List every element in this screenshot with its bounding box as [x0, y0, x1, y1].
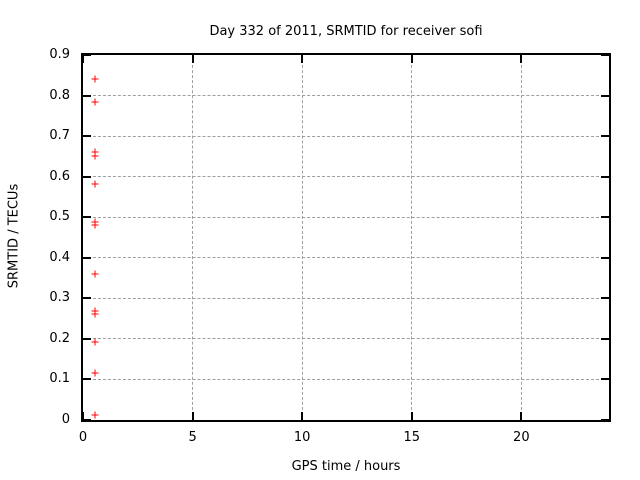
data-point-marker [91, 221, 99, 229]
y-tick-label: 0.4 [49, 249, 70, 265]
y-tick [83, 94, 91, 97]
data-point-marker [91, 338, 99, 346]
data-point-marker [91, 310, 99, 318]
h-gridline [83, 257, 609, 259]
y-tick-label: 0.5 [49, 209, 70, 225]
x-tick [520, 55, 523, 63]
data-point-marker [91, 98, 99, 106]
y-tick [601, 337, 609, 340]
h-gridline [83, 378, 609, 380]
y-tick [83, 135, 91, 138]
v-gridline [411, 55, 413, 420]
data-point-marker [91, 411, 99, 419]
y-tick [601, 135, 609, 138]
y-tick [601, 378, 609, 381]
y-tick-label: 0.3 [49, 290, 70, 306]
x-tick [410, 412, 413, 420]
x-tick-label: 10 [293, 430, 311, 445]
y-tick-label: 0.2 [49, 330, 70, 346]
h-gridline [83, 135, 609, 137]
y-tick-label: 0 [61, 412, 70, 427]
y-tick [601, 175, 609, 178]
plot-area [81, 53, 611, 422]
x-tick [410, 55, 413, 63]
data-point-marker [91, 148, 99, 156]
x-axis-label: GPS time / hours [291, 459, 401, 474]
y-tick [83, 337, 91, 340]
x-tick-label: 20 [513, 430, 530, 445]
y-tick [601, 216, 609, 219]
y-tick [83, 297, 91, 300]
x-tick-label: 15 [403, 430, 421, 445]
h-gridline [83, 176, 609, 178]
y-axis-label: SRMTID / TECUs [6, 183, 22, 289]
h-gridline [83, 338, 609, 340]
y-tick [601, 297, 609, 300]
h-gridline [83, 95, 609, 97]
data-point-marker [91, 180, 99, 188]
data-point-marker [91, 369, 99, 377]
y-tick [601, 419, 609, 421]
h-gridline [83, 297, 609, 299]
x-tick [191, 55, 194, 63]
data-point-marker [91, 75, 99, 83]
y-tick [83, 378, 91, 381]
x-tick [82, 55, 84, 63]
data-point-marker [91, 270, 99, 278]
y-tick [83, 216, 91, 219]
x-tick [301, 55, 304, 63]
data-point-marker [91, 218, 99, 226]
y-tick-label: 0.9 [49, 47, 70, 62]
x-tick-label: 0 [78, 430, 88, 445]
h-gridline [83, 216, 609, 218]
y-tick [83, 175, 91, 178]
y-tick [601, 54, 609, 56]
chart-title: Day 332 of 2011, SRMTID for receiver sof… [209, 24, 483, 39]
y-tick-label: 0.1 [49, 371, 70, 387]
x-tick [520, 412, 523, 420]
y-tick [83, 419, 91, 421]
y-tick [601, 256, 609, 259]
y-tick [601, 94, 609, 97]
y-tick-label: 0.7 [49, 128, 70, 144]
x-tick [191, 412, 194, 420]
x-tick [82, 412, 84, 420]
y-tick [83, 256, 91, 259]
v-gridline [192, 55, 194, 420]
data-point-marker [91, 152, 99, 160]
y-tick-label: 0.8 [49, 87, 70, 103]
v-gridline [520, 55, 522, 420]
y-tick [83, 54, 91, 56]
v-gridline [301, 55, 303, 420]
x-tick-label: 5 [188, 430, 197, 445]
y-tick-label: 0.6 [49, 168, 70, 184]
x-tick [301, 412, 304, 420]
